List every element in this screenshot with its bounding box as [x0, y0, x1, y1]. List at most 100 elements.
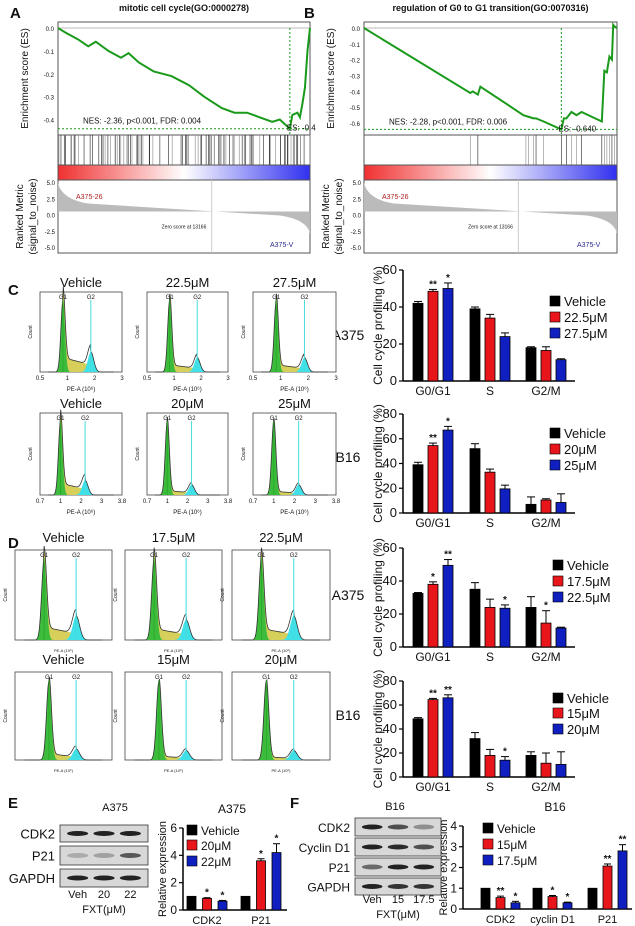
bar [427, 445, 439, 514]
es-ylabel: Enrichment score (ES) [20, 28, 31, 129]
g1-label: G1 [262, 675, 271, 681]
y-axis-label: Cell cycle profiling (%) [371, 670, 385, 789]
histogram-xtick: 3.8 [332, 499, 341, 505]
histogram-xtick: 0.5 [143, 376, 152, 382]
histogram-xlabel: PE-A (10⁶) [54, 648, 74, 653]
bar [469, 588, 481, 648]
y-tick-label: 20 [383, 480, 397, 495]
significance-mark: ** [444, 685, 452, 696]
legend-label: 17.5μM [497, 854, 537, 868]
g1-phase-area [48, 421, 114, 495]
histogram-xtick: 0.7 [143, 499, 152, 505]
es-ytick: -0.4 [350, 90, 361, 96]
legend-label: Vehicle [201, 824, 240, 838]
y-tick-label: 60 [383, 431, 397, 446]
blot-band [93, 875, 115, 881]
metric-ytick: -5.0 [45, 246, 56, 252]
es-ytick: -0.2 [44, 73, 55, 79]
bar [442, 429, 454, 514]
y-tick-label: 0 [450, 902, 457, 916]
legend-swatch [482, 854, 494, 866]
y-tick-label: 0 [390, 373, 397, 388]
significance-mark: * [566, 892, 570, 903]
g1-phase-area [48, 300, 114, 372]
cell-line-label: A375 [332, 327, 365, 343]
blot-band [67, 875, 89, 881]
lane-label: 15 [392, 894, 404, 906]
y-tick-label: 60 [383, 262, 397, 277]
es-ytick: -0.1 [44, 50, 55, 56]
y-axis-label: Cell cycle profiling (%) [371, 266, 385, 385]
metric-ytick: 0.0 [47, 214, 56, 220]
es-stats: NES: -2.36, p<0.001, FDR: 0.004 [83, 117, 202, 126]
metric-ytick: 5.0 [353, 181, 362, 187]
metric-ytick: 0.0 [353, 214, 362, 220]
metric-ytick: 2.5 [353, 197, 362, 203]
blot-band [93, 853, 115, 858]
bar [480, 887, 491, 910]
protein-label: P21 [329, 861, 351, 875]
histogram-xlabel: PE-A (10⁶) [164, 768, 184, 773]
significance-mark: ** [619, 835, 627, 846]
blot-band [119, 875, 141, 881]
g1-phase-area [155, 300, 220, 372]
count-axis-label: Count [113, 588, 119, 602]
zero-score-label: Zero score at 13166 [162, 225, 207, 231]
y-axis-label: Cell cycle profiling (%) [371, 538, 385, 657]
bar [499, 336, 511, 382]
es-ytick: -0.5 [350, 106, 361, 112]
histogram-outline [261, 417, 328, 496]
gsea-title: mitotic cell cycle(GO:0000278) [119, 3, 249, 13]
bar [547, 896, 558, 910]
bar [532, 887, 543, 910]
blot-band [413, 884, 435, 889]
g1-phase-area [261, 421, 328, 495]
blot-band [67, 853, 89, 858]
histogram-title: Vehicle [43, 530, 85, 545]
histogram-title: 25μM [278, 396, 311, 411]
histogram-outline [155, 416, 220, 496]
chart-title: A375 [218, 802, 246, 816]
bar [499, 759, 511, 778]
histogram-title: 15μM [157, 652, 190, 667]
histogram-xlabel: PE-A (10⁶) [67, 509, 95, 516]
histogram-xtick: 3 [314, 499, 318, 505]
legend-label: Vehicle [567, 691, 609, 706]
histogram-outline [241, 547, 321, 641]
bar [202, 897, 212, 911]
y-tick-label: 0 [170, 903, 177, 917]
g1-label: G1 [56, 416, 65, 422]
protein-label: Cyclin D1 [299, 841, 351, 855]
g2-label: G2 [188, 416, 197, 422]
blot-band [361, 864, 383, 870]
bar [484, 471, 496, 514]
histogram-xtick: 1 [59, 499, 63, 505]
histogram-title: 27.5μM [273, 275, 317, 290]
g2-label: G2 [87, 295, 96, 301]
metric-ylabel: Ranked Metric [15, 184, 26, 248]
histogram-title: Vehicle [60, 396, 102, 411]
cell-line-label: A375 [332, 587, 365, 603]
legend-label: 22μM [201, 855, 231, 869]
legend-label: Vehicle [564, 426, 606, 441]
g1-label: G1 [155, 675, 164, 681]
category-label: CDK2 [192, 915, 221, 926]
bar [525, 347, 537, 382]
legend-swatch [482, 822, 494, 834]
category-label: G0/G1 [415, 384, 451, 398]
significance-mark: ** [429, 279, 437, 290]
histogram-xtick: 1 [166, 499, 170, 505]
legend-swatch [552, 559, 564, 571]
bar [555, 627, 567, 648]
bar [427, 699, 439, 778]
legend-label: 25μM [564, 458, 597, 473]
bar [602, 865, 613, 910]
y-tick-label: 0 [390, 769, 397, 784]
histogram-xtick: 1 [66, 376, 70, 382]
g2-label: G2 [290, 553, 299, 559]
metric-ylabel: (signal_to_noise) [28, 178, 39, 254]
bar [499, 488, 511, 514]
legend-swatch [549, 427, 561, 439]
bar [555, 502, 567, 514]
y-tick-label: 0 [390, 505, 397, 520]
